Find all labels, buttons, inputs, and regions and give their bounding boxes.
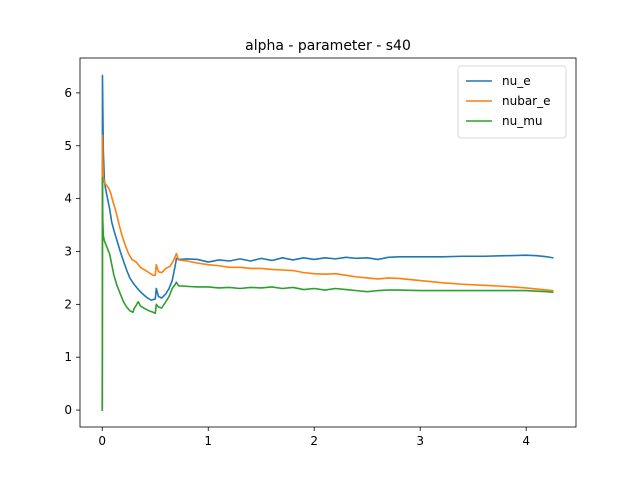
y-tick-label: 6 [64, 86, 72, 100]
y-tick-label: 4 [64, 192, 72, 206]
x-tick-label: 4 [522, 434, 530, 448]
x-tick-label: 0 [98, 434, 106, 448]
legend-label-nu_mu: nu_mu [502, 114, 543, 128]
y-tick-label: 1 [64, 350, 72, 364]
axes-frame [79, 57, 577, 428]
y-tick-label: 5 [64, 139, 72, 153]
legend-label-nubar_e: nubar_e [502, 94, 551, 108]
y-tick-label: 3 [64, 244, 72, 258]
series-line-nubar_e [101, 134, 554, 409]
y-tick-label: 0 [64, 403, 72, 417]
legend-label-nu_e: nu_e [502, 74, 531, 88]
legend-box [457, 65, 567, 139]
series-line-nu_mu [101, 176, 554, 411]
series-line-nu_e [101, 74, 554, 411]
x-tick-label: 2 [310, 434, 318, 448]
x-tick-label: 1 [204, 434, 212, 448]
y-tick-label: 2 [64, 297, 72, 311]
plot-area: 0 1 2 3 4 0 1 2 3 4 5 6 nu_e nubar_e nu_mu [64, 57, 577, 448]
x-tick-label: 3 [416, 434, 424, 448]
chart-title: alpha - parameter - s40 [245, 38, 411, 54]
